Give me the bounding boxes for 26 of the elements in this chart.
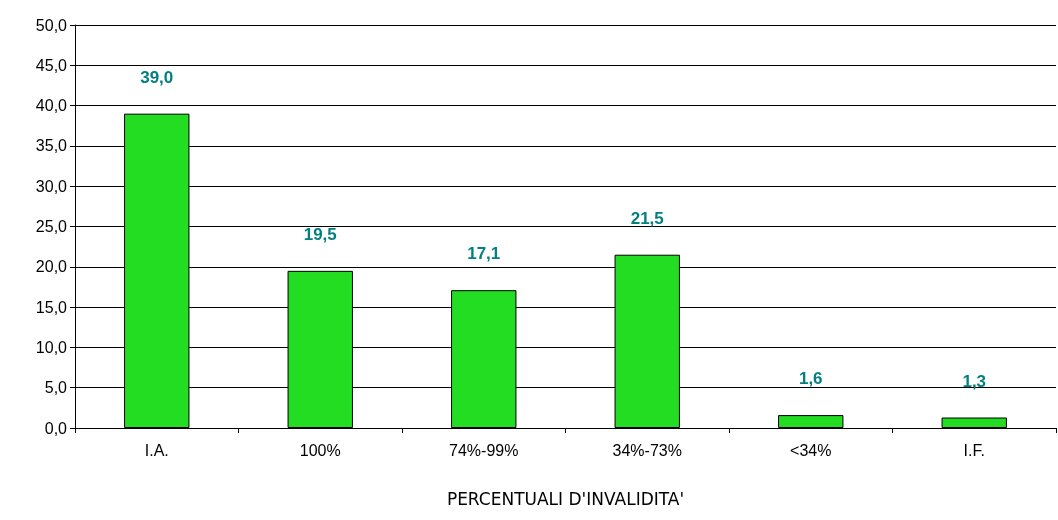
x-tick-label: I.F. bbox=[963, 441, 985, 459]
y-tick-label: 20,0 bbox=[35, 258, 68, 276]
data-label: 39,0 bbox=[140, 67, 174, 87]
bar bbox=[941, 417, 1007, 428]
x-axis-title: PERCENTUALI D'INVALIDITA' bbox=[446, 488, 685, 509]
y-tick-label: 45,0 bbox=[35, 56, 68, 74]
data-label: 17,1 bbox=[467, 244, 501, 264]
x-tick-label: I.A. bbox=[144, 441, 169, 459]
y-tick-label: 50,0 bbox=[35, 16, 68, 34]
bar bbox=[778, 415, 844, 428]
x-tick-label: <34% bbox=[790, 441, 832, 459]
y-tick-label: 30,0 bbox=[35, 177, 68, 195]
data-label: 1,6 bbox=[798, 369, 823, 389]
y-tick-label: 40,0 bbox=[35, 97, 68, 115]
y-tick-label: 0,0 bbox=[44, 419, 68, 437]
y-tick-label: 5,0 bbox=[44, 379, 68, 397]
x-tick-label: 74%-99% bbox=[449, 441, 519, 459]
x-tick-label: 34%-73% bbox=[612, 441, 682, 459]
y-tick-label: 35,0 bbox=[35, 137, 68, 155]
y-tick-label: 15,0 bbox=[35, 298, 68, 316]
y-tick-label: 10,0 bbox=[35, 338, 68, 356]
y-tick-label: 25,0 bbox=[35, 218, 68, 235]
x-tick-label: 100% bbox=[299, 441, 341, 459]
data-label: 21,5 bbox=[630, 208, 664, 228]
data-label: 19,5 bbox=[303, 224, 337, 244]
data-label: 1,3 bbox=[962, 371, 987, 391]
